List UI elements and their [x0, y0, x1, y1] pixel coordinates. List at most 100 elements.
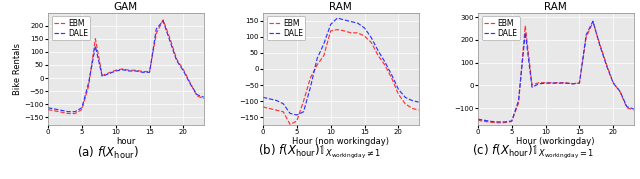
DALE	[474, 118, 482, 120]
DALE	[180, 70, 188, 72]
DALE	[340, 19, 348, 21]
Line: DALE: DALE	[48, 21, 204, 112]
EBM	[132, 69, 140, 71]
EBM	[300, 100, 307, 102]
DALE	[367, 37, 375, 39]
DALE	[401, 96, 409, 98]
Title: GAM: GAM	[114, 2, 138, 12]
DALE	[501, 121, 509, 123]
Legend: EBM, DALE: EBM, DALE	[267, 16, 305, 40]
EBM	[65, 112, 72, 115]
EBM	[273, 109, 280, 111]
DALE	[146, 71, 154, 73]
DALE	[44, 107, 52, 109]
EBM	[474, 119, 482, 121]
DALE	[300, 111, 307, 113]
EBM	[528, 84, 536, 86]
Title: RAM: RAM	[545, 2, 567, 12]
Text: (a) $f(X_{\mathrm{hour}})$: (a) $f(X_{\mathrm{hour}})$	[77, 145, 138, 161]
EBM	[166, 37, 173, 39]
EBM	[58, 111, 65, 113]
DALE	[173, 59, 180, 62]
DALE	[361, 27, 369, 29]
EBM	[408, 107, 416, 109]
DALE	[84, 82, 92, 84]
DALE	[623, 106, 630, 108]
EBM	[535, 82, 543, 84]
EBM	[307, 77, 314, 79]
EBM	[146, 71, 154, 73]
EBM	[481, 120, 488, 122]
EBM	[186, 82, 194, 84]
DALE	[354, 22, 362, 24]
DALE	[515, 100, 522, 102]
Y-axis label: Bike Rentals: Bike Rentals	[13, 43, 22, 95]
EBM	[603, 63, 611, 66]
DALE	[388, 74, 396, 76]
DALE	[266, 98, 273, 100]
DALE	[347, 20, 355, 23]
EBM	[630, 109, 637, 111]
DALE	[394, 88, 402, 90]
EBM	[541, 82, 549, 84]
DALE	[159, 20, 167, 22]
EBM	[118, 68, 126, 70]
EBM	[556, 82, 563, 84]
X-axis label: Hour (workingday): Hour (workingday)	[516, 137, 595, 146]
EBM	[51, 110, 59, 112]
DALE	[582, 34, 590, 36]
DALE	[522, 32, 529, 34]
DALE	[556, 82, 563, 84]
EBM	[266, 107, 273, 110]
DALE	[65, 111, 72, 113]
EBM	[44, 108, 52, 111]
DALE	[99, 75, 106, 77]
DALE	[569, 83, 577, 85]
X-axis label: Hour (non workingday): Hour (non workingday)	[292, 137, 389, 146]
EBM	[280, 111, 287, 113]
DALE	[630, 108, 637, 110]
EBM	[286, 123, 294, 125]
DALE	[381, 61, 388, 63]
EBM	[293, 120, 301, 122]
DALE	[408, 99, 416, 101]
DALE	[125, 70, 133, 72]
EBM	[582, 36, 590, 38]
EBM	[78, 108, 86, 111]
Legend: EBM, DALE: EBM, DALE	[52, 16, 90, 40]
Text: (c) $f(X_{\mathrm{hour}})\mathbb{1}_{X_{\mathrm{workingday}}=1}$: (c) $f(X_{\mathrm{hour}})\mathbb{1}_{X_{…	[472, 143, 595, 161]
Title: RAM: RAM	[330, 2, 352, 12]
DALE	[494, 121, 502, 123]
DALE	[286, 112, 294, 114]
Line: EBM: EBM	[48, 20, 204, 113]
EBM	[381, 64, 388, 66]
EBM	[394, 93, 402, 95]
DALE	[333, 17, 341, 19]
EBM	[609, 82, 617, 84]
DALE	[415, 101, 422, 103]
DALE	[313, 57, 321, 60]
DALE	[78, 107, 86, 109]
Legend: EBM, DALE: EBM, DALE	[482, 16, 520, 40]
EBM	[589, 21, 597, 23]
DALE	[541, 82, 549, 84]
EBM	[548, 82, 556, 84]
EBM	[494, 122, 502, 124]
Text: (b) $f(X_{\mathrm{hour}})\mathbb{1}_{X_{\mathrm{workingday}}\neq 1}$: (b) $f(X_{\mathrm{hour}})\mathbb{1}_{X_{…	[259, 143, 381, 161]
EBM	[200, 98, 207, 100]
EBM	[193, 95, 201, 97]
EBM	[105, 72, 113, 74]
EBM	[562, 82, 570, 84]
EBM	[313, 64, 321, 66]
EBM	[180, 69, 188, 71]
EBM	[575, 82, 583, 84]
DALE	[273, 99, 280, 101]
EBM	[139, 71, 147, 73]
DALE	[112, 70, 120, 72]
EBM	[596, 43, 604, 45]
Line: DALE: DALE	[263, 18, 419, 115]
DALE	[307, 86, 314, 89]
EBM	[367, 41, 375, 43]
DALE	[327, 23, 335, 26]
DALE	[616, 90, 624, 92]
